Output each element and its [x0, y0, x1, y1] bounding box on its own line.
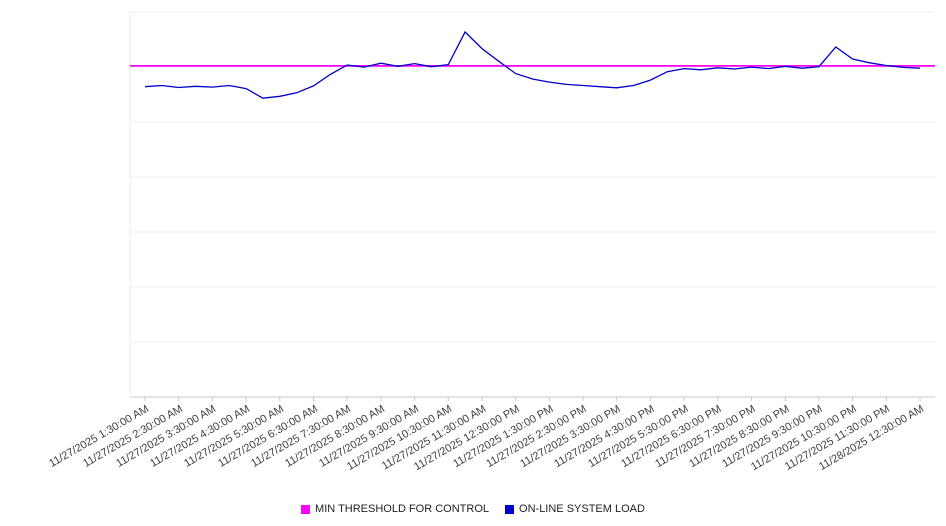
legend-item-load: ON-LINE SYSTEM LOAD	[505, 503, 645, 515]
legend: MIN THRESHOLD FOR CONTROL ON-LINE SYSTEM…	[0, 503, 946, 515]
legend-label-threshold: MIN THRESHOLD FOR CONTROL	[315, 503, 490, 515]
load-swatch	[505, 504, 515, 514]
chart-svg	[129, 11, 935, 401]
load-series-line	[144, 30, 921, 99]
legend-label-load: ON-LINE SYSTEM LOAD	[519, 503, 645, 515]
legend-item-threshold: MIN THRESHOLD FOR CONTROL	[301, 503, 489, 515]
threshold-swatch	[301, 504, 311, 514]
